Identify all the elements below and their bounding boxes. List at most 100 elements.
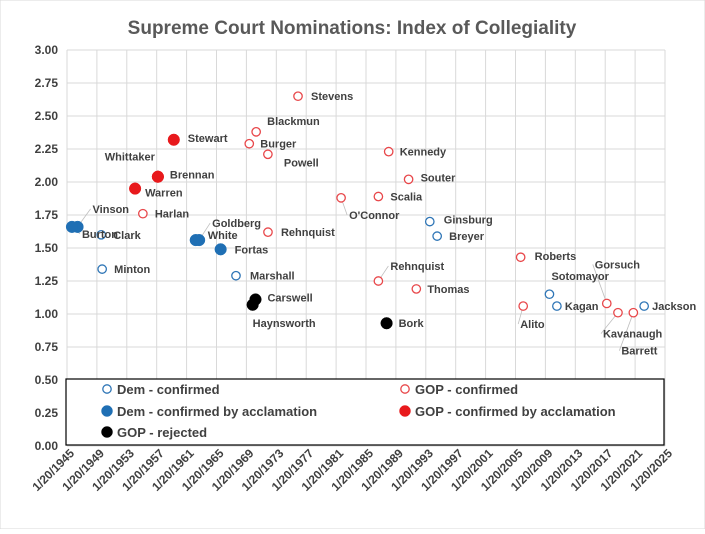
point-label: Rehnquist [390,261,444,273]
y-tick-label: 0.75 [35,340,59,354]
data-point [424,216,435,227]
y-tick-label: 1.75 [35,208,59,222]
point-label: Vinson [93,204,130,216]
data-point [251,126,262,137]
y-tick-label: 2.75 [35,76,59,90]
data-point [373,191,384,202]
data-point [97,264,108,274]
data-point [552,301,562,311]
point-label: White [208,230,238,242]
legend: Dem - confirmed Dem - confirmed by acclam… [65,378,665,446]
data-point [403,174,414,185]
point-label: Rehnquist [281,227,335,239]
y-tick-label: 1.00 [35,307,59,321]
legend-label: GOP - confirmed by acclamation [415,404,616,419]
point-label: Ginsburg [444,215,493,227]
data-point [293,91,303,102]
data-point [380,317,393,330]
data-point [613,307,623,318]
point-label: Burton [82,229,118,241]
point-label: Thomas [427,284,469,296]
point-label: Stewart [188,133,228,145]
y-tick-label: 1.50 [35,241,59,255]
data-point [432,231,443,241]
data-point [193,234,206,247]
point-label: Gorsuch [595,259,641,271]
data-points [65,91,649,330]
legend-label: GOP - rejected [117,425,207,440]
legend-marker [102,384,112,394]
point-label: Whittaker [105,152,156,164]
label-connector [592,264,608,304]
point-label: Scalia [390,192,423,204]
legend-box [65,378,665,446]
point-label: Carswell [267,292,312,304]
y-tick-label: 2.50 [35,109,59,123]
legend-marker [101,426,113,438]
point-label: Barrett [621,346,657,358]
data-point [129,182,142,195]
data-point [515,252,526,263]
data-point [263,227,273,238]
y-tick-label: 2.00 [35,175,59,189]
data-point [639,301,649,311]
y-axis-tick-labels: 0.00 0.25 0.50 0.75 1.00 1.25 1.50 1.75 2.00 2.25… [35,43,59,453]
point-label: Haynsworth [253,318,316,330]
legend-marker [101,405,113,417]
y-tick-label: 1.25 [35,274,59,288]
data-point [601,298,612,309]
point-label: Kagan [565,301,599,313]
y-tick-label: 0.25 [35,406,59,420]
data-point [383,146,394,157]
data-point [544,289,555,300]
legend-marker [400,384,410,394]
data-point [65,220,79,233]
point-label: Alito [520,319,545,331]
data-point [373,276,384,286]
point-label: Fortas [235,244,269,256]
data-point [231,270,241,281]
point-labels: Clark Minton Marshall Ginsburg Breyer Sotomay… [82,91,697,357]
y-tick-label: 2.25 [35,142,59,156]
data-point [167,133,180,146]
data-point [96,229,107,240]
data-point [151,170,164,183]
point-label: Brennan [170,170,215,182]
point-label: Kennedy [400,147,447,159]
data-point [244,138,255,149]
point-label: O'Connor [349,210,400,222]
point-label: Blackmun [267,116,320,128]
point-label: Souter [421,172,457,184]
point-label: Kavanaugh [603,329,663,341]
point-label: Stevens [311,91,353,103]
point-label: Clark [113,230,141,242]
point-label: Marshall [250,271,295,283]
data-point [249,293,262,306]
data-point [138,208,148,219]
point-label: Powell [284,157,319,169]
y-tick-label: 0.50 [35,373,59,387]
point-label: Goldberg [212,218,261,230]
chart-title: Supreme Court Nominations: Index of Coll… [128,18,577,39]
legend-marker [399,405,411,417]
point-label: Burger [260,139,297,151]
point-label: Sotomayor [551,271,609,283]
point-label: Warren [145,188,183,200]
label-connector [618,312,634,351]
point-label: Harlan [155,209,190,221]
data-point [263,149,273,160]
legend-label: GOP - confirmed [415,382,518,397]
legend-label: Dem - confirmed by acclamation [117,404,317,419]
legend-label: Dem - confirmed [117,382,220,397]
data-point [518,301,529,311]
y-tick-label: 0.00 [35,439,59,453]
point-label: Jackson [652,301,696,313]
data-point [411,284,422,294]
data-point [336,192,346,203]
y-tick-label: 3.00 [35,43,59,57]
data-point [214,243,227,256]
data-point [628,307,639,318]
point-label: Bork [399,318,425,330]
